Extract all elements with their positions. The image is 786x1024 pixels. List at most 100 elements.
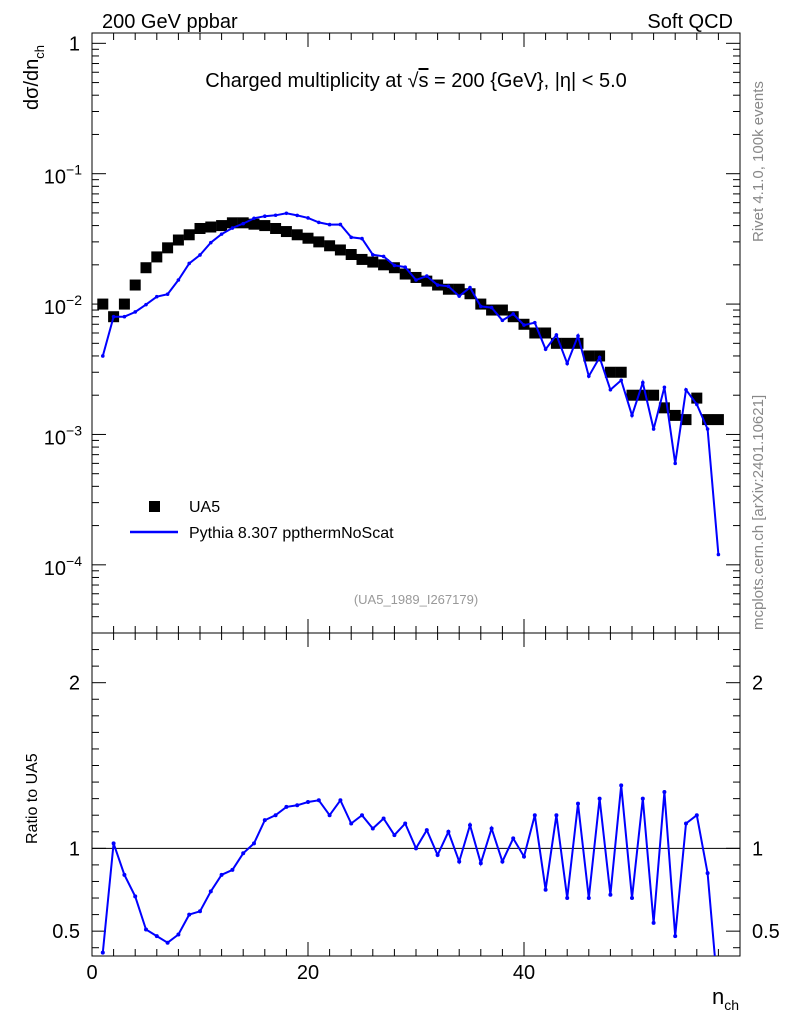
ua5-point bbox=[637, 389, 649, 401]
ratio-point bbox=[705, 871, 710, 876]
ua5-point bbox=[561, 337, 573, 349]
pythia-point bbox=[392, 263, 397, 268]
ratio-point bbox=[144, 927, 148, 932]
ua5-point bbox=[680, 414, 692, 426]
ratio-point bbox=[554, 813, 559, 818]
ratio-x-tick-labels: 0 20 40 bbox=[86, 962, 535, 984]
main-ytick-label: 10−3 bbox=[44, 422, 82, 449]
ua5-point bbox=[118, 298, 130, 310]
ratio-point bbox=[252, 841, 256, 846]
ua5-point bbox=[583, 350, 595, 362]
x-axis-label-main: n bbox=[712, 984, 724, 1009]
legend-label-pythia: Pythia 8.307 ppthermNoScat bbox=[189, 525, 394, 542]
pythia-point bbox=[252, 216, 256, 221]
ua5-point bbox=[669, 409, 681, 421]
main-panel: 1 10−1 10−2 10−3 10−4 Charged multiplicity a… bbox=[21, 32, 741, 634]
ua5-point bbox=[421, 275, 433, 287]
ua5-point bbox=[464, 288, 476, 300]
ratio-point bbox=[241, 851, 246, 856]
legend: UA5 Pythia 8.307 ppthermNoScat bbox=[130, 499, 394, 542]
ratio-point bbox=[468, 823, 472, 828]
main-ytick-label: 1 bbox=[69, 33, 80, 55]
pythia-point bbox=[608, 388, 613, 392]
rivet-label: Rivet 4.1.0, 100k events bbox=[750, 81, 767, 242]
pythia-point bbox=[587, 374, 591, 378]
legend-marker-ua5 bbox=[149, 501, 160, 512]
ua5-point bbox=[216, 220, 228, 232]
ratio-point bbox=[111, 841, 116, 846]
pythia-point bbox=[630, 413, 634, 418]
ratio-point bbox=[522, 854, 526, 859]
pythia-point bbox=[554, 333, 559, 337]
ratio-y-tick-labels: 0.5 0.5 1 1 2 2 bbox=[52, 673, 780, 943]
ua5-point bbox=[399, 268, 411, 280]
ratio-point bbox=[640, 796, 645, 801]
pythia-point bbox=[241, 221, 245, 226]
pythia-point bbox=[468, 285, 472, 290]
pythia-point bbox=[576, 334, 580, 338]
ua5-point bbox=[410, 271, 422, 283]
pythia-point bbox=[338, 222, 343, 227]
ua5-point bbox=[388, 262, 400, 274]
ratio-point bbox=[198, 909, 202, 914]
ua5-point bbox=[183, 229, 195, 241]
ua5-point bbox=[140, 262, 152, 274]
pythia-point bbox=[684, 388, 688, 392]
pythia-point bbox=[522, 323, 526, 327]
pythia-point bbox=[425, 274, 429, 278]
ratio-ytick-label-right: 1 bbox=[752, 838, 763, 860]
ua5-point bbox=[453, 283, 465, 295]
ua5-point bbox=[367, 256, 379, 268]
ua5-point bbox=[712, 414, 724, 426]
ratio-point bbox=[630, 896, 634, 901]
ua5-point bbox=[151, 251, 163, 263]
ratio-point bbox=[273, 813, 278, 818]
pythia-point bbox=[176, 278, 181, 282]
ratio-line bbox=[101, 785, 716, 956]
ratio-point bbox=[122, 872, 127, 877]
pythia-point bbox=[403, 265, 408, 269]
ua5-point bbox=[378, 259, 390, 271]
ratio-point bbox=[338, 798, 343, 803]
pythia-point bbox=[295, 213, 300, 218]
pythia-point bbox=[543, 347, 548, 352]
pythia-point bbox=[327, 222, 332, 227]
main-axis-ticks bbox=[91, 33, 741, 634]
ratio-point bbox=[187, 912, 192, 917]
pythia-point bbox=[565, 361, 569, 366]
ua5-point bbox=[172, 234, 184, 246]
pythia-point bbox=[209, 240, 213, 245]
ua5-point bbox=[97, 298, 109, 310]
ratio-point bbox=[381, 816, 386, 821]
title-part-b: = 200 {GeV}, |η| < 5.0 bbox=[428, 70, 626, 92]
ratio-point bbox=[403, 821, 408, 826]
pythia-point bbox=[122, 314, 127, 319]
ratio-point bbox=[662, 790, 667, 795]
ua5-point bbox=[540, 327, 552, 339]
x-axis-label: nch bbox=[712, 984, 739, 1013]
ratio-point bbox=[219, 872, 224, 877]
ratio-point bbox=[295, 803, 300, 808]
pythia-point bbox=[457, 294, 462, 298]
pythia-point bbox=[144, 302, 148, 307]
ratio-point bbox=[597, 796, 602, 801]
pythia-point bbox=[306, 216, 310, 220]
ratio-point bbox=[424, 828, 429, 833]
ratio-point bbox=[327, 813, 332, 818]
ratio-ytick-label: 0.5 bbox=[52, 921, 80, 943]
pythia-point bbox=[414, 278, 418, 282]
pythia-point bbox=[155, 294, 159, 299]
y-axis-label-main: dσ/dn bbox=[21, 59, 43, 110]
pythia-point bbox=[695, 402, 699, 407]
ratio-point bbox=[100, 950, 105, 955]
pythia-point bbox=[219, 232, 224, 236]
pythia-point bbox=[273, 213, 278, 218]
pythia-point bbox=[111, 314, 116, 319]
ua5-point bbox=[496, 304, 508, 316]
pythia-line bbox=[101, 212, 720, 555]
ratio-point bbox=[306, 799, 310, 804]
ratio-point bbox=[673, 934, 678, 939]
ratio-point bbox=[586, 896, 591, 901]
plot-id-label: (UA5_1989_I267179) bbox=[354, 592, 478, 607]
